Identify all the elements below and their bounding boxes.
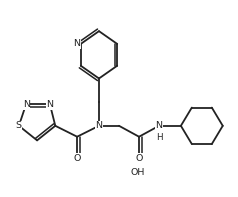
Text: O: O — [135, 154, 143, 163]
Text: N: N — [73, 39, 80, 48]
Text: N: N — [95, 121, 103, 130]
Text: S: S — [15, 121, 21, 130]
Text: N: N — [23, 100, 30, 109]
Text: H: H — [156, 133, 162, 142]
Text: O: O — [74, 154, 81, 163]
Text: N: N — [46, 100, 53, 109]
Text: N: N — [156, 121, 163, 130]
Text: OH: OH — [131, 168, 145, 177]
